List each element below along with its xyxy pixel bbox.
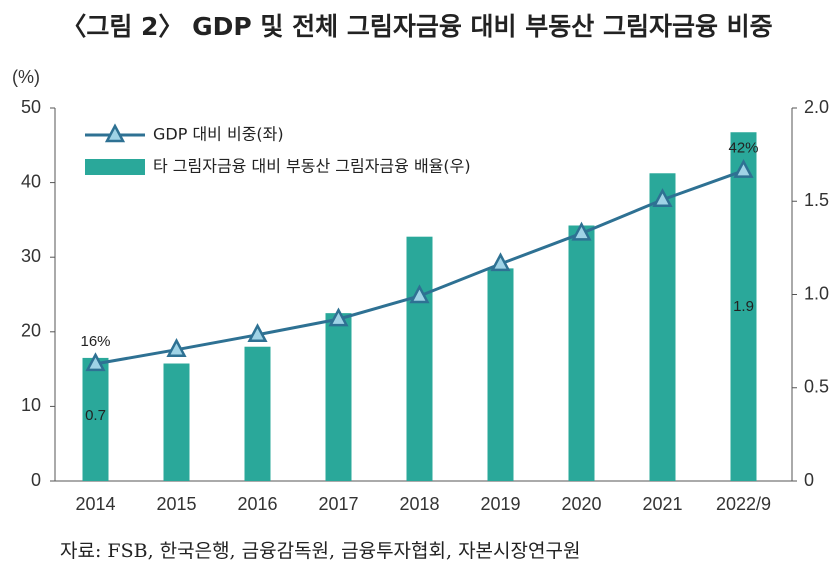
x-tick-label: 2015 [156, 494, 196, 514]
x-tick-label: 2021 [642, 494, 682, 514]
bar [244, 346, 271, 481]
y-tick-label: 40 [21, 171, 41, 191]
chart-title: 〈그림 2〉 GDP 및 전체 그림자금융 대비 부동산 그림자금융 비중 [61, 12, 772, 41]
bar [730, 132, 757, 481]
bar [325, 313, 352, 481]
x-tick-label: 2016 [237, 494, 277, 514]
y2-tick-label: 0 [804, 470, 814, 490]
line-marker [328, 307, 349, 327]
y-tick-label: 10 [21, 395, 41, 415]
line-marker [733, 159, 754, 178]
y-tick-label: 30 [21, 246, 41, 266]
line-marker [571, 221, 592, 241]
y-tick-label: 50 [21, 97, 41, 117]
legend-label: GDP 대비 비중(좌) [153, 125, 284, 144]
x-tick-label: 2014 [75, 494, 115, 514]
line-marker [652, 188, 673, 208]
line-marker [490, 252, 511, 272]
source-note: 자료: FSB, 한국은행, 금융감독원, 금융투자협회, 자본시장연구원 [60, 540, 580, 562]
legend-swatch [85, 159, 145, 175]
bar [487, 268, 514, 481]
y2-tick-label: 0.5 [804, 377, 829, 397]
x-tick-label: 2018 [399, 494, 439, 514]
bar [568, 225, 595, 481]
y-tick-label: 0 [31, 470, 41, 490]
bar [649, 173, 676, 481]
legend-marker [104, 123, 126, 143]
y-axis-label: (%) [12, 67, 40, 87]
bar [82, 357, 109, 481]
line-value-label: 16% [80, 333, 110, 350]
x-tick-label: 2019 [480, 494, 520, 514]
bar [406, 236, 433, 481]
bar-value-label: 1.9 [733, 298, 754, 315]
line-marker [409, 284, 430, 304]
x-tick-label: 2022/9 [716, 494, 771, 514]
line-marker [166, 338, 187, 357]
y2-tick-label: 1.5 [804, 190, 829, 210]
line-value-label: 42% [728, 140, 758, 157]
bar-value-label: 0.7 [85, 407, 106, 424]
line-marker [247, 323, 268, 343]
y-tick-label: 20 [21, 321, 41, 341]
line-marker [85, 352, 106, 372]
x-tick-label: 2017 [318, 494, 358, 514]
bar [163, 363, 190, 481]
legend-label: 타 그림자금융 대비 부동산 그림자금융 배율(우) [153, 157, 471, 176]
y2-tick-label: 2.0 [804, 97, 829, 117]
y2-tick-label: 1.0 [804, 283, 829, 303]
x-tick-label: 2020 [561, 494, 601, 514]
